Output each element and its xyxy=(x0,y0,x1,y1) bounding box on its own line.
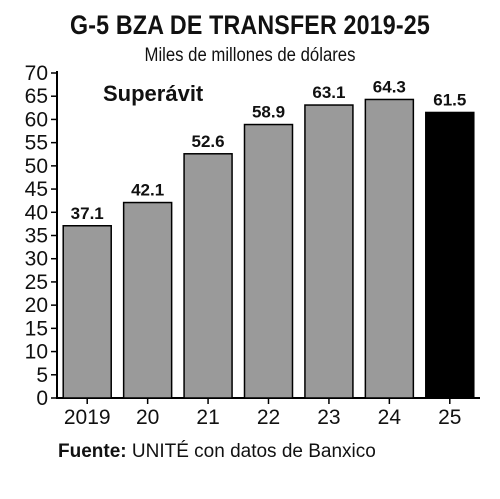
source-note: Fuente: UNITÉ con datos de Banxico xyxy=(58,441,376,463)
source-text: UNITÉ con datos de Banxico xyxy=(126,441,376,462)
bar-21 xyxy=(183,153,233,399)
chart-annotation: Superávit xyxy=(103,81,204,106)
y-tick-label: 55 xyxy=(25,132,48,155)
x-tick-label: 25 xyxy=(438,406,461,429)
x-axis-ticks: 2019 20 21 22 23 24 25 xyxy=(64,398,461,429)
y-tick-label: 60 xyxy=(25,108,48,131)
bar-24 xyxy=(364,98,415,399)
data-label-21: 52.6 xyxy=(192,132,225,151)
x-tick-label: 20 xyxy=(136,406,159,429)
y-tick-label: 5 xyxy=(36,364,48,387)
y-tick-label: 65 xyxy=(25,85,48,108)
y-tick-label: 70 xyxy=(25,62,48,85)
x-tick-label: 21 xyxy=(196,406,219,429)
y-tick-label: 50 xyxy=(25,155,48,178)
bar-22 xyxy=(243,123,294,399)
y-tick-label: 10 xyxy=(25,341,48,364)
x-tick-label: 22 xyxy=(257,406,280,429)
data-label-25: 61.5 xyxy=(433,90,466,109)
data-labels: 37.1 42.1 52.6 58.9 63.1 64.3 61.5 xyxy=(71,77,467,222)
chart-subtitle: Miles de millones de dólares xyxy=(144,45,356,66)
chart-title: G-5 BZA DE TRANSFER 2019-25 xyxy=(70,10,430,40)
data-label-2019: 37.1 xyxy=(71,204,104,223)
bar-20 xyxy=(122,201,173,399)
y-tick-label: 25 xyxy=(25,271,48,294)
data-label-24: 64.3 xyxy=(373,77,406,96)
bar-series xyxy=(62,98,475,399)
x-tick-label: 23 xyxy=(317,406,340,429)
x-tick-label: 2019 xyxy=(64,406,111,429)
bar-25 xyxy=(425,111,475,399)
y-tick-label: 15 xyxy=(25,317,48,340)
y-tick-label: 45 xyxy=(25,178,48,201)
x-tick-label: 24 xyxy=(378,406,402,429)
bar-2019 xyxy=(62,225,112,399)
data-label-23: 63.1 xyxy=(312,83,345,102)
source-label: Fuente: xyxy=(58,441,127,462)
y-tick-label: 20 xyxy=(25,294,48,317)
y-tick-label: 35 xyxy=(25,225,48,248)
bar-23 xyxy=(304,104,354,399)
data-label-20: 42.1 xyxy=(131,181,164,200)
y-tick-label: 40 xyxy=(25,201,48,224)
data-label-22: 58.9 xyxy=(252,103,285,122)
y-tick-label: 30 xyxy=(25,248,48,271)
y-tick-label: 0 xyxy=(36,387,48,410)
